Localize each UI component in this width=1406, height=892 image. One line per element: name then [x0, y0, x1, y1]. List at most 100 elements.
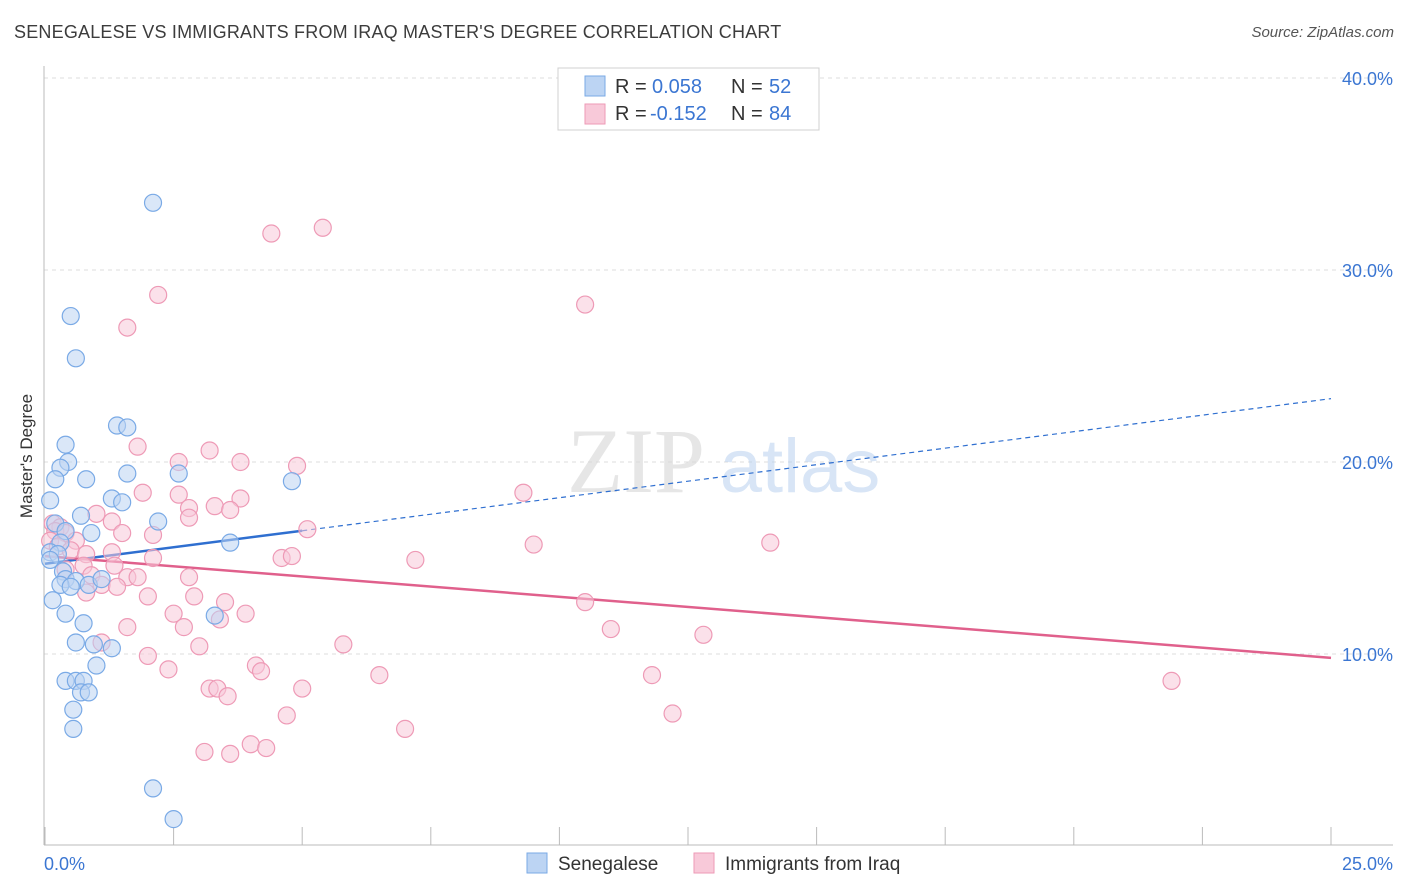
iraq-point — [205, 497, 224, 516]
senegalese-point — [79, 683, 98, 702]
regression-extension-senegalese — [302, 398, 1332, 532]
senegalese-point — [102, 639, 121, 658]
senegalese-point — [84, 635, 103, 654]
iraq-point — [231, 452, 250, 472]
x-tick-label: 25.0% — [1342, 854, 1393, 874]
legend-swatch-senegalese — [584, 75, 606, 97]
senegalese-point — [221, 533, 240, 552]
legend-box: R = 0.058 N = 52 R = -0.152 N = 84 — [557, 67, 820, 131]
iraq-point — [241, 735, 260, 754]
iraq-point — [118, 318, 137, 337]
senegalese-point — [64, 700, 83, 719]
senegalese-point — [113, 493, 132, 512]
iraq-point — [406, 550, 425, 570]
watermark-atlas: atlas — [720, 424, 881, 509]
x-tick-label: 0.0% — [44, 854, 85, 874]
iraq-point — [257, 738, 276, 758]
iraq-point — [169, 485, 188, 504]
iraq-point — [370, 666, 389, 685]
iraq-point — [190, 637, 209, 656]
iraq-point — [262, 224, 281, 243]
iraq-point — [334, 635, 353, 654]
iraq-point — [576, 593, 595, 612]
bottom-legend-label-senegalese: Senegalese — [558, 854, 658, 875]
senegalese-point — [282, 472, 302, 491]
source-credit: Source: ZipAtlas.com — [1251, 24, 1394, 41]
iraq-point — [313, 218, 332, 237]
senegalese-point — [164, 810, 183, 829]
iraq-point — [200, 441, 219, 460]
iraq-point — [164, 604, 183, 623]
senegalese-point — [143, 193, 163, 212]
senegalese-point — [92, 570, 111, 589]
iraq-point — [221, 744, 240, 763]
y-tick-label: 30.0% — [1342, 261, 1393, 281]
regression-line-iraq — [44, 554, 1332, 660]
senegalese-point — [82, 523, 101, 543]
legend-swatch-iraq — [584, 103, 606, 125]
senegalese-point — [61, 577, 80, 596]
senegalese-point — [43, 591, 62, 610]
iraq-point — [87, 504, 106, 523]
senegalese-point — [41, 491, 60, 510]
bottom-legend-label-iraq: Immigrants from Iraq — [725, 854, 900, 875]
iraq-point — [576, 295, 595, 314]
iraq-point — [601, 619, 620, 639]
senegalese-point — [66, 349, 85, 368]
senegalese-point — [64, 719, 83, 738]
iraq-point — [179, 508, 199, 527]
iraq-point — [102, 512, 121, 531]
iraq-point — [236, 604, 255, 623]
senegalese-point — [205, 606, 224, 625]
y-tick-label: 10.0% — [1342, 645, 1393, 665]
senegalese-point — [56, 435, 75, 454]
iraq-point — [524, 535, 543, 554]
senegalese-point — [61, 306, 80, 326]
senegalese-point — [66, 633, 85, 652]
iraq-point — [218, 687, 237, 706]
iraq-point — [221, 500, 240, 520]
iraq-point — [113, 523, 132, 543]
legend-n-value-2: 84 — [769, 103, 791, 125]
iraq-point — [174, 618, 193, 637]
y-axis-label: Master's Degree — [17, 394, 36, 518]
iraq-point — [395, 719, 415, 738]
iraq-point — [105, 556, 124, 575]
bottom-legend: Senegalese Immigrants from Iraq — [526, 852, 900, 875]
iraq-point — [1162, 671, 1181, 690]
iraq-point — [159, 660, 178, 679]
senegalese-point — [143, 779, 163, 798]
iraq-point — [107, 577, 127, 596]
iraq-point — [149, 285, 168, 305]
iraq-point — [128, 568, 147, 587]
y-tick-label: 40.0% — [1342, 69, 1393, 89]
data-points — [41, 193, 1181, 829]
legend-n-value-1: 52 — [769, 76, 791, 98]
iraq-point — [293, 679, 312, 698]
senegalese-point — [41, 550, 60, 570]
senegalese-point — [74, 614, 93, 633]
bottom-legend-swatch-senegalese — [526, 852, 548, 874]
iraq-point — [195, 742, 214, 762]
iraq-point — [514, 483, 533, 502]
legend-n-label-1: N = — [731, 76, 763, 98]
tick-labels: 10.0% 20.0% 30.0% 40.0% 0.0% 25.0% — [44, 69, 1393, 874]
senegalese-point — [46, 470, 65, 489]
iraq-point — [118, 618, 137, 637]
legend-n-label-2: N = — [731, 103, 763, 125]
senegalese-point — [118, 464, 137, 483]
legend-r-label-2: R = — [615, 103, 647, 125]
iraq-point — [663, 704, 682, 723]
y-tick-label: 20.0% — [1342, 453, 1393, 473]
legend-r-value-1: 0.058 — [652, 76, 702, 98]
senegalese-point — [149, 512, 168, 531]
iraq-point — [287, 456, 307, 475]
senegalese-point — [169, 464, 188, 483]
iraq-point — [231, 489, 250, 508]
iraq-point — [761, 533, 780, 552]
iraq-point — [138, 587, 157, 606]
senegalese-point — [87, 656, 106, 675]
senegalese-point — [71, 506, 91, 525]
iraq-point — [138, 646, 157, 666]
